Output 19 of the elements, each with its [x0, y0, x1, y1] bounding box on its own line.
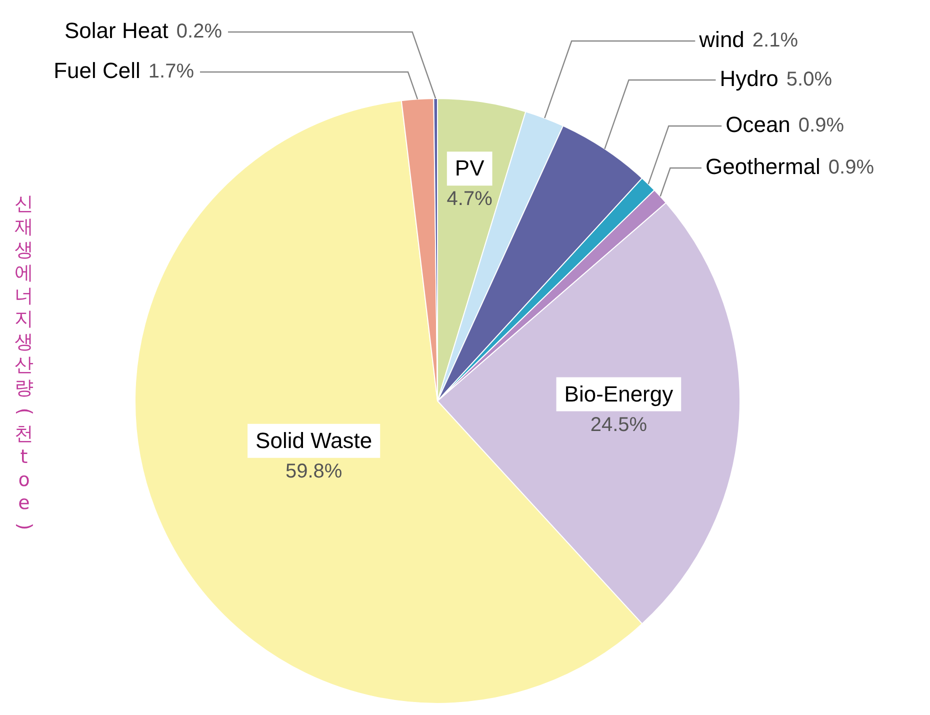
data-label: 1.7% — [148, 60, 194, 83]
data-label: 0.9% — [828, 156, 874, 179]
slice-label: Ocean — [726, 112, 790, 138]
slice-label: PV — [454, 156, 485, 181]
data-label: 4.7% — [446, 188, 493, 210]
data-label: 2.1% — [752, 30, 798, 52]
data-label: 5.0% — [786, 68, 832, 91]
data-label: 0.2% — [176, 20, 222, 43]
slice-label: Solar Heat — [64, 18, 168, 44]
text: 신재생에너지생산량(천toe) — [14, 193, 36, 530]
data-label: 0.9% — [798, 114, 844, 137]
slice-label: Solid Waste — [256, 428, 372, 453]
slice-label: Hydro — [720, 66, 778, 92]
data-label: 59.8% — [285, 460, 342, 482]
slice-label: Fuel Cell — [54, 58, 140, 84]
slice-label: Bio-Energy — [564, 381, 674, 406]
slice-label: wind — [698, 27, 744, 52]
slice-label: Geothermal — [705, 154, 820, 180]
data-label: 24.5% — [590, 414, 648, 436]
